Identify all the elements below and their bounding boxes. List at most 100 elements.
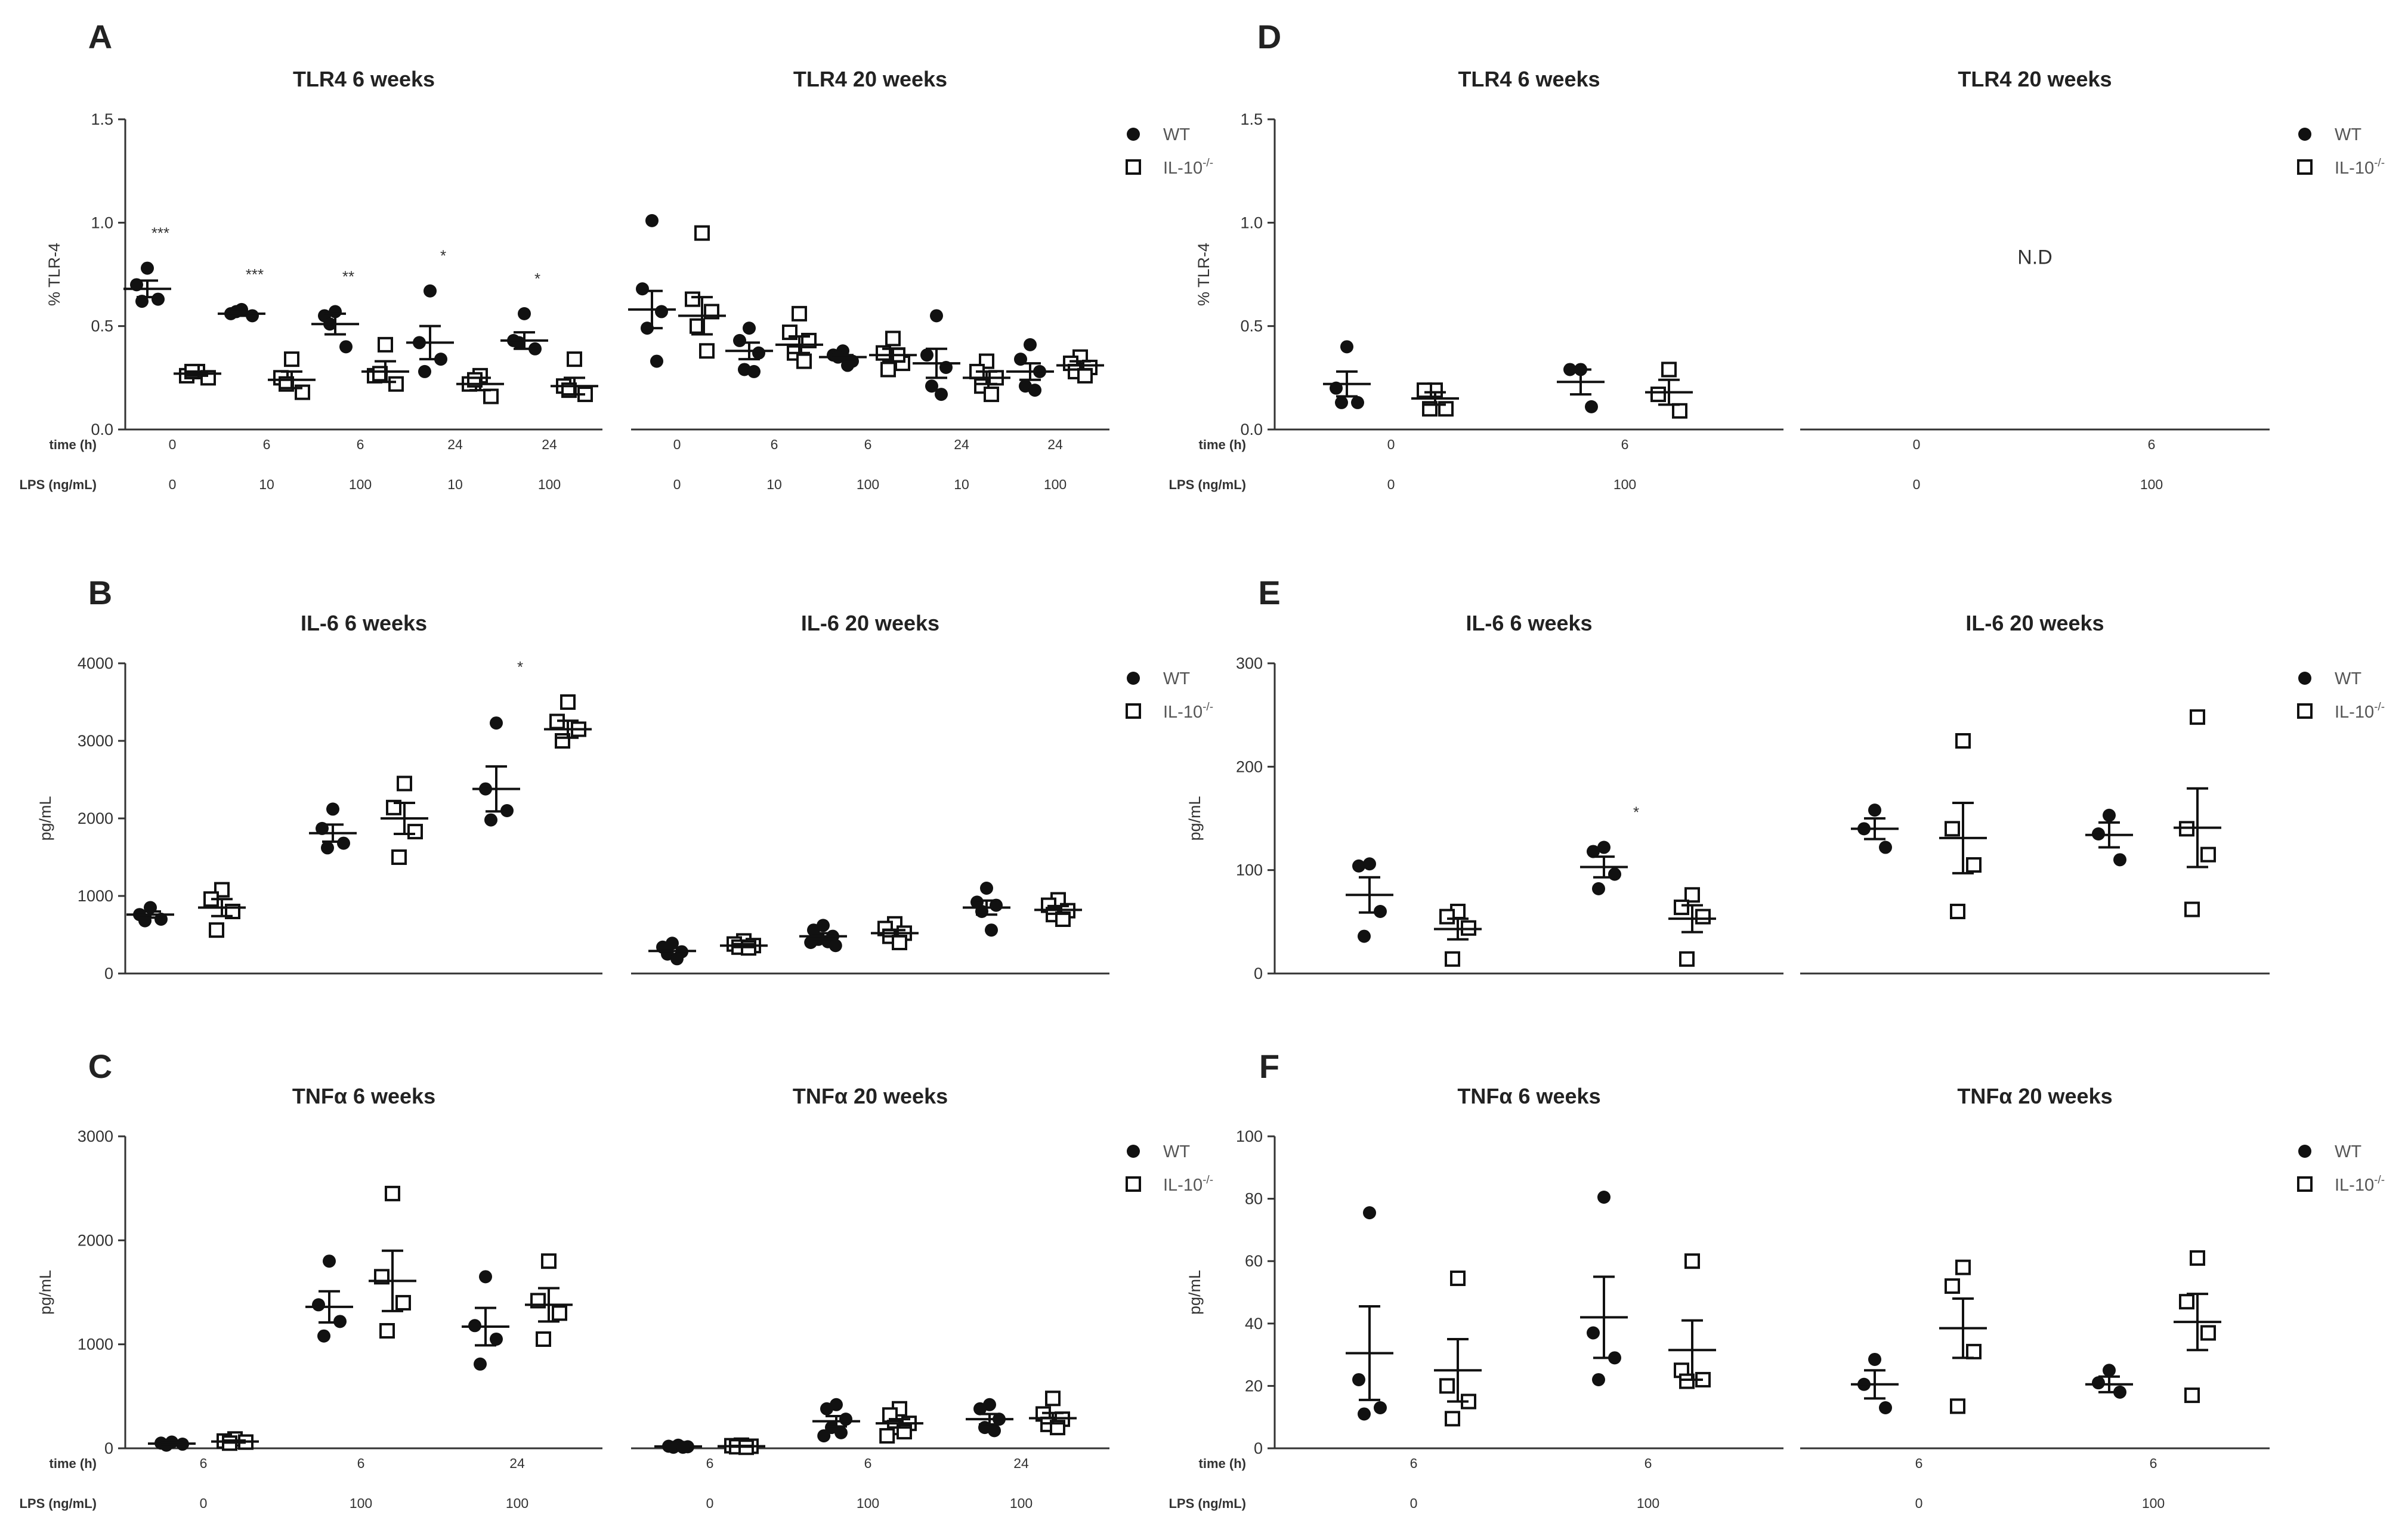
legend-d: WT IL-10-/- — [2297, 125, 2385, 178]
lps-value: 0 — [706, 1495, 714, 1511]
legend-ko-label: IL-10-/- — [2335, 157, 2385, 178]
ko-marker-icon — [1126, 703, 1141, 719]
wt-point — [326, 802, 339, 816]
category-group: 6 100 — [1557, 361, 1693, 492]
ko-point — [885, 330, 901, 347]
time-value: 24 — [1013, 1455, 1029, 1471]
lps-value: 100 — [857, 1495, 879, 1511]
lps-value: 100 — [538, 477, 561, 492]
chart-title: TNFα 20 weeks — [1957, 1084, 2112, 1108]
category-group — [1851, 733, 1987, 919]
category-group: 60 — [1851, 1259, 1987, 1511]
significance-marker: *** — [246, 265, 264, 283]
ko-point — [1077, 367, 1093, 384]
chart-title: IL-6 20 weeks — [801, 611, 939, 635]
ko-point — [1674, 900, 1689, 916]
wt-point — [1363, 1206, 1376, 1220]
wt-point — [1335, 395, 1348, 409]
wt-point — [2092, 1376, 2105, 1390]
wt-point — [988, 1424, 1001, 1438]
ko-point — [984, 387, 999, 403]
ko-point — [1445, 1411, 1460, 1427]
y-tick-label: 100 — [1236, 1127, 1263, 1145]
legend-e: WT IL-10-/- — [2297, 669, 2385, 722]
wt-point — [1597, 1190, 1611, 1204]
legend-ko-label: IL-10-/- — [1163, 157, 1213, 178]
time-value: 24 — [1047, 437, 1063, 452]
legend-ko-label: IL-10-/- — [1163, 1174, 1213, 1195]
legend-b: WT IL-10-/- — [1126, 669, 1213, 722]
chart-b1: IL-6 6 weeks 0 1000 2000 3000 4000 pg/mL * — [36, 611, 602, 982]
y-tick-label: 1.0 — [91, 214, 113, 231]
panel-label-b: B — [88, 574, 112, 611]
ko-point — [1650, 387, 1666, 403]
category-group: 24 100 * — [500, 270, 598, 492]
row-label-lps: LPS (ng/mL) — [1169, 1496, 1246, 1511]
y-tick-label: 1.5 — [1240, 110, 1263, 128]
time-value: 6 — [864, 1455, 872, 1471]
wt-point — [474, 1357, 487, 1371]
wt-point — [2103, 1364, 2116, 1377]
ko-point — [1684, 887, 1700, 903]
chart-title: TLR4 6 weeks — [1458, 67, 1600, 91]
chart-title: TNFα 6 weeks — [1457, 1084, 1600, 1108]
panel-label-d: D — [1257, 18, 1281, 55]
ko-point — [1945, 821, 1960, 837]
category-group: 6 10 — [725, 305, 823, 492]
category-group: 6 100 — [812, 1398, 923, 1511]
ko-point — [1672, 403, 1687, 419]
category-group: 24 10 — [913, 309, 1010, 492]
y-tick-label: 1000 — [78, 1336, 113, 1353]
y-axis-label: pg/mL — [36, 796, 54, 840]
wt-point — [152, 292, 165, 306]
panel-label-a: A — [88, 18, 112, 55]
ko-point — [792, 305, 807, 322]
wt-marker-icon — [2298, 128, 2311, 141]
chart-title: TLR4 6 weeks — [293, 67, 435, 91]
wt-point — [2113, 853, 2126, 867]
wt-point — [1585, 400, 1598, 413]
ko-point — [2184, 901, 2200, 917]
wt-point — [418, 364, 431, 378]
time-value: 6 — [200, 1455, 208, 1471]
lps-value: 100 — [2142, 1495, 2165, 1511]
ko-marker-icon — [1126, 1176, 1141, 1192]
wt-marker-icon — [1127, 128, 1140, 141]
legend-wt-label: WT — [1163, 125, 1190, 144]
legend-ko-label: IL-10-/- — [2335, 1174, 2385, 1195]
ko-point — [552, 1305, 567, 1321]
y-tick-label: 20 — [1245, 1377, 1263, 1395]
category-group: 6 10 *** — [218, 265, 316, 492]
y-tick-label: 3000 — [78, 1127, 113, 1145]
significance-marker: *** — [152, 224, 169, 242]
wt-marker-icon — [1127, 672, 1140, 685]
wt-point — [733, 333, 746, 347]
time-value: 24 — [509, 1455, 525, 1471]
ko-point — [690, 318, 705, 334]
ko-marker-icon — [2297, 1176, 2313, 1192]
nd-annotation: N.D — [2017, 246, 2052, 269]
ko-point — [1950, 904, 1965, 919]
wt-point — [490, 716, 503, 730]
ko-point — [284, 351, 299, 367]
time-value: 6 — [2150, 1455, 2157, 1471]
category-group: 6 100 — [1580, 1190, 1716, 1511]
wt-point — [1363, 857, 1376, 871]
lps-value: 100 — [2140, 477, 2163, 492]
ko-point — [378, 336, 393, 353]
row-label-time: time (h) — [1199, 437, 1246, 452]
lps-value: 0 — [1410, 1495, 1418, 1511]
legend-f: WT IL-10-/- — [2297, 1142, 2385, 1195]
lps-value: 100 — [1637, 1495, 1659, 1511]
lps-value: 10 — [766, 477, 782, 492]
row-label-lps: LPS (ng/mL) — [1169, 477, 1246, 492]
category-group: 6 100 — [819, 330, 917, 492]
category-group: 60 — [1346, 1206, 1482, 1511]
wt-point — [337, 836, 350, 850]
y-tick-label: 80 — [1245, 1190, 1263, 1208]
category-group: 6 100 ** — [311, 267, 409, 492]
time-value: 6 — [357, 1455, 365, 1471]
legend-ko-label: IL-10-/- — [1163, 701, 1213, 722]
significance-marker: * — [440, 247, 446, 265]
